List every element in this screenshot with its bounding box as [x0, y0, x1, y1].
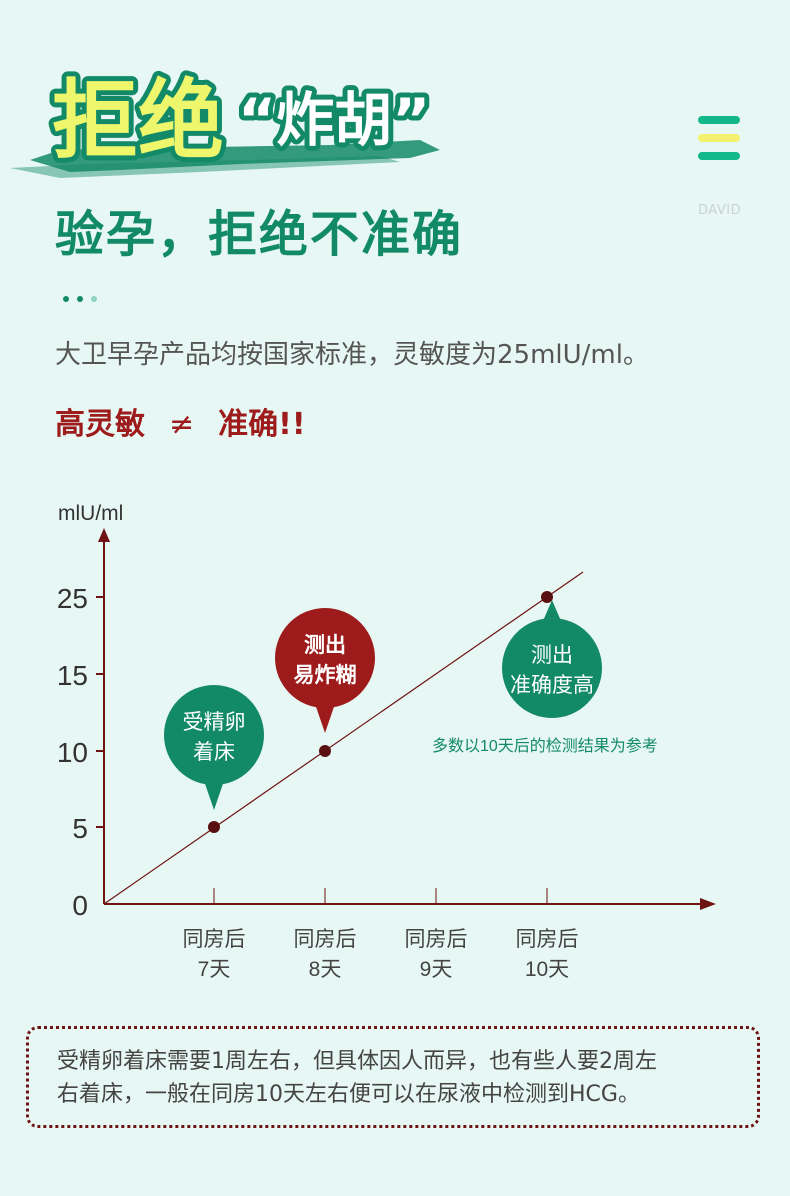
data-point: [319, 745, 331, 757]
y-axis-unit: mlU/ml: [58, 502, 123, 525]
x-tick-label: 同房后: [294, 928, 357, 951]
callout-label: 着床: [193, 741, 235, 764]
callout-label: 易炸糊: [294, 663, 357, 687]
callout-bubble: [275, 608, 375, 708]
callout-label: 测出: [531, 644, 573, 667]
x-axis-arrow: [700, 898, 716, 910]
slogan-left: 高灵敏: [55, 407, 145, 442]
decorative-dots: [63, 287, 105, 306]
brand-logo: [698, 116, 740, 170]
y-tick-label: 10: [57, 737, 88, 768]
x-tick-label: 9天: [420, 958, 453, 981]
info-note-box: 受精卵着床需要1周左右，但具体因人而异，也有些人要2周左 右着床，一般在同房10…: [26, 1026, 760, 1128]
callout-label: 受精卵: [183, 711, 246, 734]
headline-quote: “炸胡”: [238, 86, 430, 154]
headline-main: 拒绝: [52, 71, 224, 171]
headline-banner: 拒绝 “炸胡”: [10, 66, 440, 178]
hcg-chart: mlU/ml 0 5 10 15 25 同房后 7天 同房后 8天 同房后 9天 同房后 10天 受精卵着床…: [57, 502, 716, 981]
logo-label: DAVID: [698, 203, 742, 218]
slogan-right: 准确!!: [218, 407, 306, 442]
series-line: [103, 571, 584, 905]
logo-bar: [698, 152, 740, 160]
not-equal-symbol: ≠: [169, 407, 195, 442]
note-line: 受精卵着床需要1周左右，但具体因人而异，也有些人要2周左: [57, 1049, 657, 1074]
subtitle: 验孕，拒绝不准确: [55, 206, 464, 263]
callout-label: 准确度高: [510, 674, 594, 697]
x-tick-label: 7天: [198, 958, 231, 981]
x-tick-label: 8天: [309, 958, 342, 981]
data-point: [208, 821, 220, 833]
y-axis-arrow: [98, 528, 110, 542]
note-line: 右着床，一般在同房10天左右便可以在尿液中检测到HCG。: [57, 1082, 640, 1107]
x-tick-label: 同房后: [183, 928, 246, 951]
logo-bar: [698, 134, 740, 142]
y-tick-label: 15: [57, 660, 88, 691]
data-point: [541, 591, 553, 603]
chart-annotation: 多数以10天后的检测结果为参考: [432, 737, 658, 755]
brush-stroke: [30, 140, 440, 172]
slogan: 高灵敏 ≠ 准确!!: [55, 399, 306, 443]
logo-bar: [698, 116, 740, 124]
y-tick-label: 0: [72, 890, 88, 921]
description: 大卫早孕产品均按国家标准，灵敏度为25mlU/ml。: [55, 340, 649, 370]
callout-bubble: [164, 685, 264, 785]
callout-bubble: [502, 618, 602, 718]
brush-stroke: [10, 156, 400, 178]
x-tick-label: 同房后: [405, 928, 468, 951]
y-tick-label: 25: [57, 583, 88, 614]
x-tick-label: 10天: [525, 958, 569, 981]
x-tick-label: 同房后: [516, 928, 579, 951]
callout-label: 测出: [304, 634, 346, 657]
y-tick-label: 5: [72, 813, 88, 844]
